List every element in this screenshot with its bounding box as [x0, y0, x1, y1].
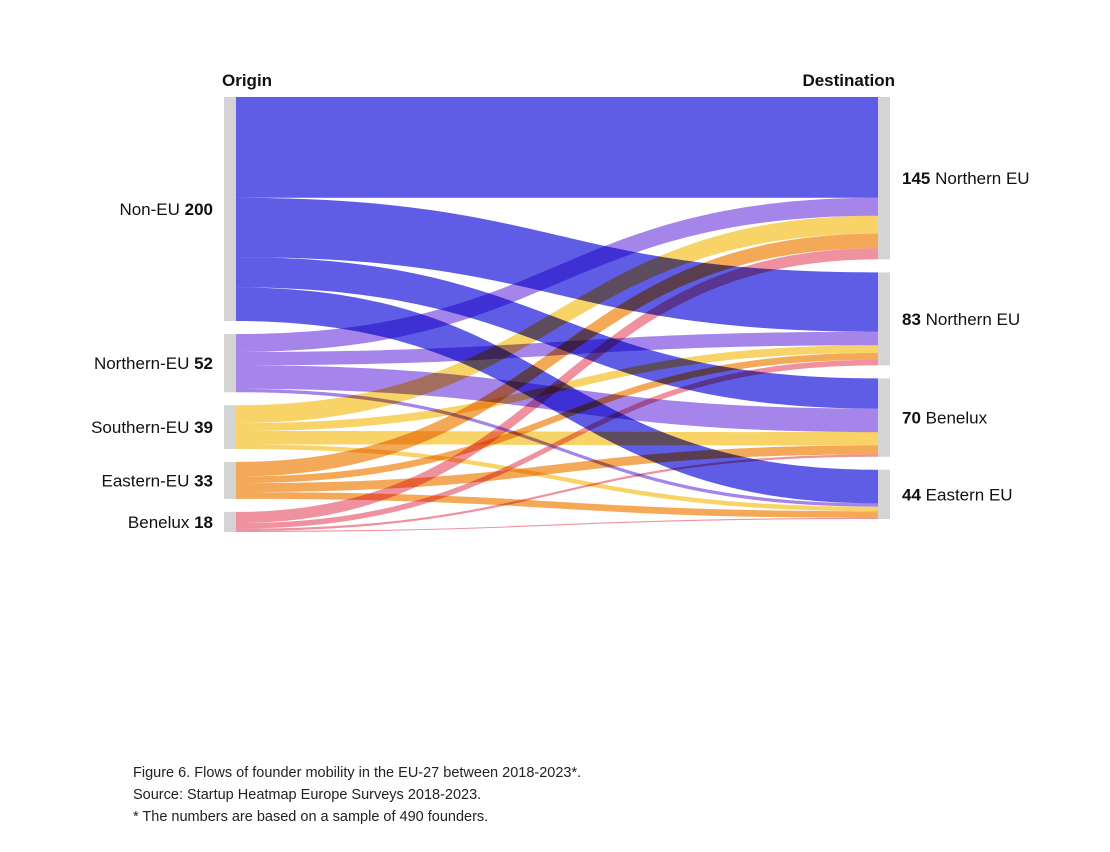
link-southernEU-to-northernEU_a — [236, 215, 878, 424]
source-name: Northern-EU — [94, 354, 194, 373]
link-northernEU-to-easternEU — [236, 388, 878, 507]
node-bars — [224, 97, 890, 533]
source-value: 200 — [185, 200, 213, 219]
target-name: Northern EU — [921, 310, 1020, 329]
source-label-nonEU: Non-EU 200 — [119, 200, 213, 219]
target-value: 70 — [902, 409, 921, 428]
link-easternEU-to-easternEU — [236, 492, 878, 518]
origin-header: Origin — [222, 71, 272, 90]
link-easternEU-to-benelux — [236, 445, 878, 493]
link-northernEU-to-benelux — [236, 365, 878, 433]
target-value: 145 — [902, 169, 930, 188]
source-label-northernEU: Northern-EU 52 — [94, 354, 213, 373]
source-bar-benelux — [224, 511, 236, 533]
caption-title: Figure 6. Flows of founder mobility in t… — [133, 765, 582, 781]
link-benelux-to-easternEU — [236, 517, 878, 533]
link-northernEU-to-northernEU_a — [236, 197, 878, 352]
source-value: 33 — [194, 471, 213, 490]
link-easternEU-to-northernEU_a — [236, 233, 878, 477]
source-name: Benelux — [128, 513, 194, 532]
source-label-benelux: Benelux 18 — [128, 513, 213, 532]
link-benelux-to-benelux — [236, 454, 878, 531]
figure-caption: Figure 6. Flows of founder mobility in t… — [133, 762, 581, 828]
target-bar-benelux — [878, 378, 890, 457]
target-name: Benelux — [921, 409, 988, 428]
source-value: 39 — [194, 418, 213, 437]
target-bar-northernEU_a — [878, 97, 890, 260]
target-value: 44 — [902, 485, 921, 504]
source-bar-nonEU — [224, 97, 236, 321]
node-labels: Non-EU 200 Northern-EU 52 Southern-EU 39 Ea… — [91, 169, 1030, 532]
source-bar-southernEU — [224, 405, 236, 449]
source-name: Southern-EU — [91, 418, 194, 437]
link-easternEU-to-northernEU_b — [236, 353, 878, 484]
caption-source: Source: Startup Heatmap Europe Surveys 2… — [133, 787, 482, 803]
source-value: 18 — [194, 513, 213, 532]
target-name: Northern EU — [930, 169, 1029, 188]
source-value: 52 — [194, 354, 213, 373]
target-label-northernEU_a: 145 Northern EU — [902, 169, 1030, 188]
source-label-southernEU: Southern-EU 39 — [91, 418, 213, 437]
target-bar-easternEU — [878, 469, 890, 520]
sankey-chart: Origin Destination Non-EU 200 Northern-EU… — [91, 71, 1030, 533]
link-southernEU-to-easternEU — [236, 444, 878, 512]
destination-header: Destination — [802, 71, 895, 90]
target-bar-northernEU_b — [878, 272, 890, 366]
source-bar-easternEU — [224, 461, 236, 499]
target-name: Eastern EU — [921, 485, 1013, 504]
source-bar-northernEU — [224, 334, 236, 393]
link-nonEU-to-northernEU_b — [236, 197, 878, 332]
link-benelux-to-northernEU_b — [236, 359, 878, 529]
caption-note: * The numbers are based on a sample of 4… — [133, 809, 489, 825]
link-nonEU-to-northernEU_a — [236, 97, 878, 198]
target-value: 83 — [902, 310, 921, 329]
source-name: Eastern-EU — [101, 471, 194, 490]
target-label-benelux: 70 Benelux — [902, 409, 988, 428]
flow-links — [236, 97, 878, 533]
source-label-easternEU: Eastern-EU 33 — [101, 471, 213, 490]
source-name: Non-EU — [119, 200, 184, 219]
link-benelux-to-northernEU_a — [236, 248, 878, 524]
target-label-northernEU_b: 83 Northern EU — [902, 310, 1020, 329]
target-label-easternEU: 44 Eastern EU — [902, 485, 1013, 504]
